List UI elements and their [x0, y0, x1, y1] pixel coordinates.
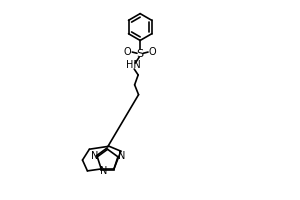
Text: HN: HN	[126, 60, 141, 70]
Text: S: S	[136, 49, 144, 59]
Text: O: O	[149, 47, 156, 57]
Text: N: N	[91, 151, 98, 161]
Text: O: O	[124, 47, 131, 57]
Text: N: N	[100, 166, 107, 176]
Text: N: N	[118, 151, 125, 161]
